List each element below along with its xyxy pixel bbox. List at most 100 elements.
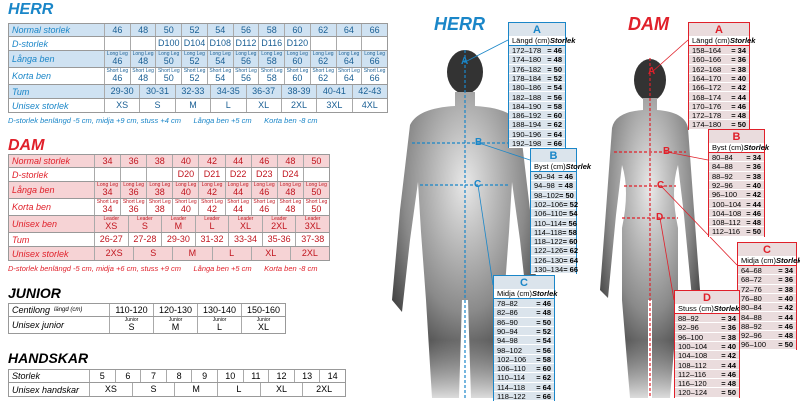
box-size: = 40 (778, 293, 793, 303)
table-cell: 2XS (94, 247, 133, 260)
table-cell: 36 (120, 155, 146, 167)
cell-value: XS (105, 221, 118, 231)
cell-value: 130-140 (202, 304, 237, 315)
cell-value: 50 (163, 24, 174, 35)
box-size: = 46 (536, 299, 551, 308)
cell-value: 36-37 (252, 86, 276, 96)
box-range: 98–102 (534, 190, 560, 200)
measure-box: B Byst (cm) Storlek 90–94 = 46 94–98 = 48 98–10… (530, 148, 591, 275)
cell-value: 31-32 (200, 234, 224, 244)
cell-small-label: Short Leg (132, 68, 154, 74)
box-size: = 64 (563, 255, 579, 265)
table-cell: Long Leg 50 (155, 51, 181, 67)
measure-box: C Midja (cm) Storlek 78–82 = 46 82–86 = 48 86–9… (493, 275, 557, 402)
table-cell: Short Leg 56 (232, 68, 259, 84)
table-cell: 52 (181, 24, 207, 36)
box-size: = 48 (731, 111, 746, 121)
cell-value: 50 (311, 187, 322, 197)
cell-value: 2XL (291, 100, 308, 110)
table-cell: 48 (129, 24, 156, 36)
cell-small-label: Long Leg (184, 51, 205, 57)
box-range: 114–118 (497, 382, 526, 392)
cell-small-label: Leader (103, 216, 120, 222)
table-cell: Long Leg 40 (172, 182, 198, 198)
table-cell: Short Leg 46 (104, 68, 130, 84)
cell-value: 3XL (304, 221, 321, 231)
box-size: = 38 (778, 284, 793, 294)
box-range: 104–108 (678, 351, 708, 361)
table-cell: D100 (155, 37, 181, 50)
cell-value: S (150, 384, 157, 394)
box-range: 120–124 (678, 388, 708, 398)
cell-small-label: Long Leg (132, 51, 154, 57)
box-row: 164–170 = 40 (689, 74, 749, 84)
row-label: Tum (9, 85, 104, 98)
row-label-text: Korta ben (12, 202, 52, 212)
row-label-text: Unisex ben (12, 219, 58, 229)
cell-value: 3XL (326, 100, 343, 110)
cell-small-label: Short Leg (157, 68, 180, 74)
cell-value: 66 (369, 24, 380, 35)
box-row: 92–96 = 36 (675, 323, 739, 333)
cell-value: D22 (229, 169, 247, 179)
box-row: 100–104 = 40 (675, 342, 739, 352)
box-row: 90–94 = 52 (494, 327, 554, 337)
box-row: 102–106 = 58 (494, 355, 554, 365)
marker-letter: A (648, 66, 656, 77)
row-label: Långa ben (9, 182, 94, 198)
table-cell: 11 (242, 370, 269, 382)
cell-small-label: Short Leg (253, 199, 276, 205)
box-size: = 38 (731, 64, 746, 74)
row-label: D-storlek (9, 37, 104, 50)
cell-value: 29-30 (166, 234, 190, 244)
table-cell: Long Leg 52 (181, 51, 207, 67)
cell-value: XL (265, 248, 277, 258)
table-cell: 9 (191, 370, 217, 382)
box-size: = 34 (778, 266, 793, 275)
table-cell: 56 (232, 24, 259, 36)
box-size: = 36 (721, 323, 736, 333)
row-label: Korta ben (9, 199, 94, 215)
box-range: 82–86 (497, 308, 518, 318)
table-cell: 26-27 (94, 233, 128, 246)
box-size: = 54 (547, 83, 562, 93)
table-cell: Short Leg 36 (120, 199, 146, 215)
cell-small-label: Long Leg (123, 182, 145, 188)
cell-small-label: Short Leg (260, 68, 283, 74)
cell-value: 2XL (316, 384, 333, 394)
table-cell: Leader L (194, 216, 229, 232)
row-label: D-storlek (9, 168, 94, 181)
measure-box: D Stuss (cm) Storlek 88–92 = 34 92–96 = 36 96–1… (674, 290, 740, 398)
box-row: 126–130 = 64 (531, 255, 579, 265)
box-range: 112–116 (712, 227, 741, 237)
cell-value: S (128, 322, 135, 332)
box-col1: Längd (cm) (692, 36, 730, 45)
row-label: Unisex handskar (9, 383, 89, 396)
table-cell: Long Leg 60 (284, 51, 310, 67)
table-cell: 54 (206, 24, 233, 36)
table-cell: Long Leg 64 (335, 51, 362, 67)
box-range: 178–184 (512, 73, 542, 83)
table-cell: 34 (94, 155, 120, 167)
row-label-text: Normal storlek (12, 25, 71, 35)
box-row: 76–80 = 40 (738, 293, 796, 304)
box-range: 114–118 (534, 227, 563, 237)
row-label-text: Unisex handskar (12, 384, 80, 395)
cell-value: 33-34 (234, 234, 258, 244)
box-range: 64–68 (741, 266, 762, 275)
box-size: = 60 (562, 237, 578, 247)
cell-small-label: Long Leg (279, 182, 301, 188)
cell-value: 46 (259, 187, 270, 197)
box-row: 88–92 = 34 (675, 314, 739, 324)
cell-value: M (192, 384, 200, 394)
cell-value: L (216, 322, 222, 332)
cell-value: XL (275, 384, 287, 394)
cell-small-label: Leader (137, 216, 153, 222)
table-cell: Long Leg 56 (232, 51, 259, 67)
table-cell: 150-160 (241, 304, 285, 316)
cell-value: 11 (251, 370, 261, 381)
box-range: 110–114 (497, 373, 526, 383)
box-col2: Storlek (729, 36, 756, 45)
box-letter: C (763, 244, 771, 256)
cell-small-label: Short Leg (148, 199, 171, 205)
